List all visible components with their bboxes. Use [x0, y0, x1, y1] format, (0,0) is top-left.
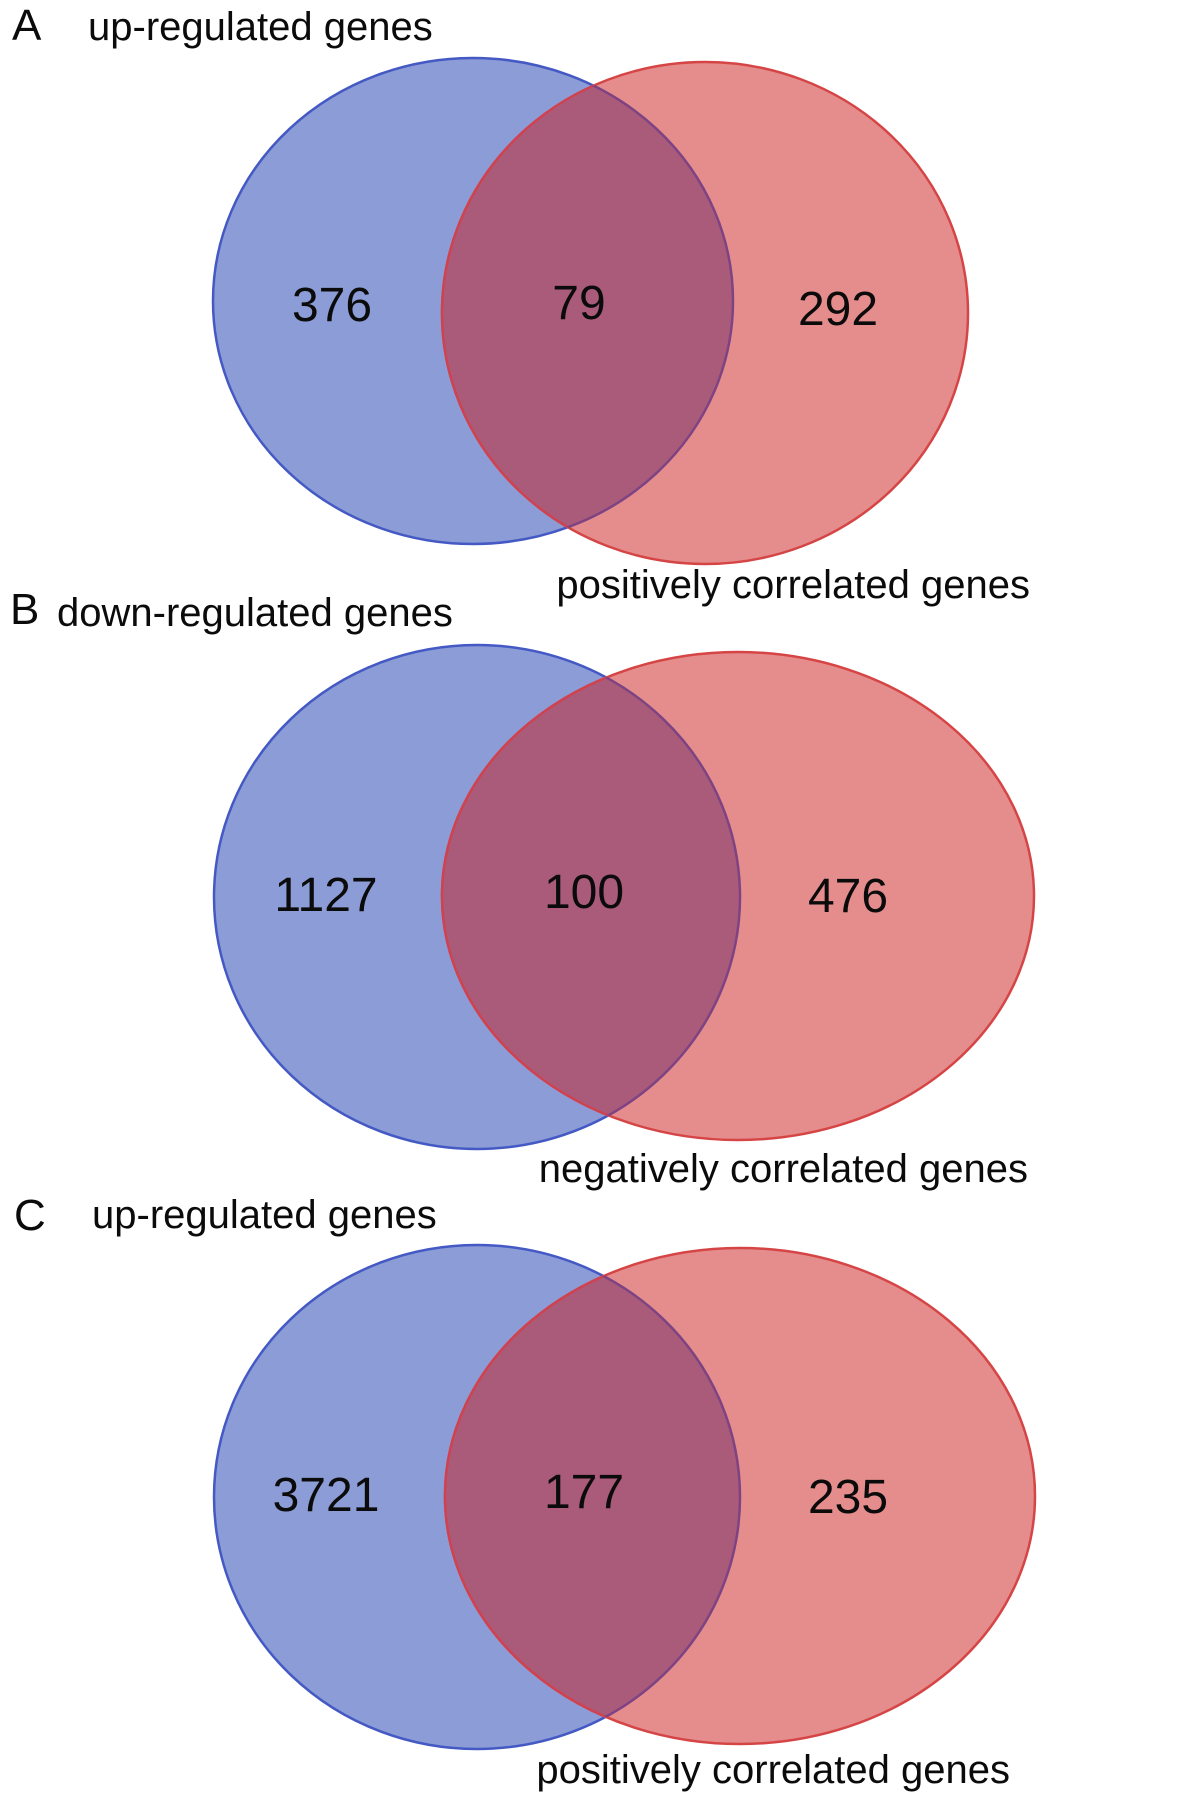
panel-a-letter: A: [12, 1, 42, 50]
panel-b-overlap-right-arc: [442, 652, 742, 1140]
panel-c-left-count: 3721: [272, 1469, 380, 1522]
panel-b-overlap-count: 100: [543, 866, 625, 919]
panel-b-title: down-regulated genes: [57, 591, 453, 635]
venn-panel-c: [212, 1243, 1037, 1751]
venn-panel-a: [211, 56, 970, 566]
panel-b-letter: B: [10, 585, 40, 634]
panel-c-overlap-region: [443, 1246, 740, 1746]
panel-a-bottom-label: positively correlated genes: [556, 563, 1030, 607]
panel-c-bottom-label: positively correlated genes: [536, 1748, 1010, 1792]
panel-c-title: up-regulated genes: [92, 1193, 437, 1237]
panel-c-overlap-right-arc: [445, 1248, 742, 1744]
panel-a-title: up-regulated genes: [88, 5, 433, 49]
panel-b-right-count: 476: [807, 870, 889, 923]
panel-a-right-count: 292: [797, 283, 879, 336]
panel-b-left-count: 1127: [274, 869, 378, 922]
panel-c-letter: C: [14, 1191, 46, 1240]
panel-c-overlap-count: 177: [543, 1466, 625, 1519]
panel-c-right-count: 235: [807, 1471, 889, 1524]
panel-a-overlap-count: 79: [552, 277, 606, 330]
panel-a-left-count: 376: [291, 279, 373, 332]
panel-b-bottom-label: negatively correlated genes: [538, 1147, 1028, 1191]
venn-panel-b: [212, 643, 1036, 1151]
